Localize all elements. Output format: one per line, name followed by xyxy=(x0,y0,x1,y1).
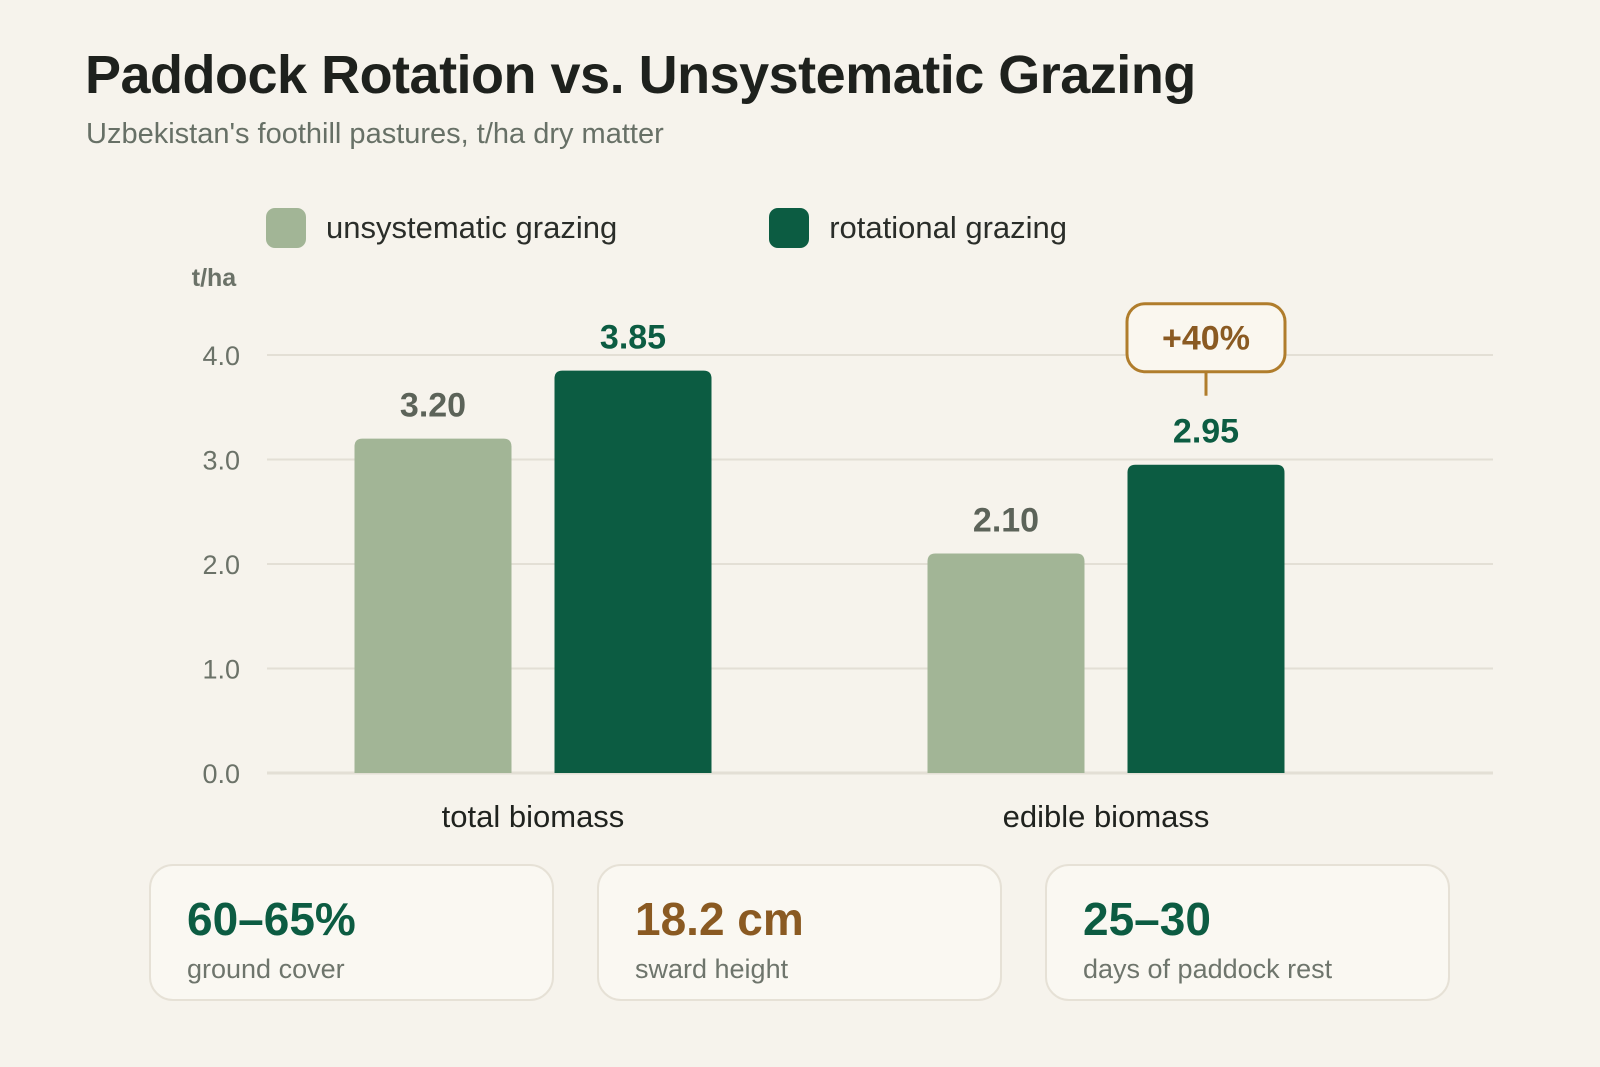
y-tick-label: 3.0 xyxy=(202,446,240,476)
bar-value-label: 3.85 xyxy=(600,319,666,357)
chart-subtitle: Uzbekistan's foothill pastures, t/ha dry… xyxy=(86,118,664,150)
stat-label-sward-height: sward height xyxy=(635,954,789,984)
y-tick-label: 0.0 xyxy=(202,759,240,789)
y-axis-label: t/ha xyxy=(192,264,238,292)
stat-card-sward-height: 18.2 cm sward height xyxy=(597,864,1002,1001)
bar-value-label: 2.95 xyxy=(1173,413,1239,451)
bar xyxy=(354,438,512,773)
stat-label-ground-cover: ground cover xyxy=(187,954,345,984)
legend-label-unsystematic: unsystematic grazing xyxy=(326,210,618,245)
chart-title: Paddock Rotation vs. Unsystematic Grazin… xyxy=(85,45,1196,105)
legend-item-rotational: rotational grazing xyxy=(769,208,1067,248)
y-tick-label: 4.0 xyxy=(202,341,240,371)
legend-swatch-unsystematic xyxy=(266,208,306,248)
bar xyxy=(1127,464,1285,773)
y-tick-label: 2.0 xyxy=(202,550,240,580)
bar-chart: t/ha 0.0 1.0 2.0 3.0 4.0 3.20 3.85 total biomass… xyxy=(192,264,1493,834)
bar xyxy=(927,553,1085,773)
stat-value-paddock-rest: 25–30 xyxy=(1083,893,1211,945)
stat-label-paddock-rest: days of paddock rest xyxy=(1083,954,1333,984)
bar-value-label: 2.10 xyxy=(973,502,1039,540)
legend-label-rotational: rotational grazing xyxy=(829,210,1068,245)
stat-card-paddock-rest: 25–30 days of paddock rest xyxy=(1045,864,1450,1001)
stat-card-ground-cover: 60–65% ground cover xyxy=(149,864,554,1001)
annotation-callout-label: +40% xyxy=(1162,320,1250,358)
bar-value-label: 3.20 xyxy=(400,387,466,425)
legend-swatch-rotational xyxy=(769,208,810,248)
bar xyxy=(554,370,712,773)
stat-value-ground-cover: 60–65% xyxy=(187,893,356,945)
x-category-label: total biomass xyxy=(442,799,625,834)
legend-item-unsystematic: unsystematic grazing xyxy=(266,208,617,248)
stat-value-sward-height: 18.2 cm xyxy=(635,893,804,945)
legend: unsystematic grazing rotational grazing xyxy=(266,208,1219,248)
y-tick-label: 1.0 xyxy=(202,655,240,685)
x-category-label: edible biomass xyxy=(1003,799,1210,834)
